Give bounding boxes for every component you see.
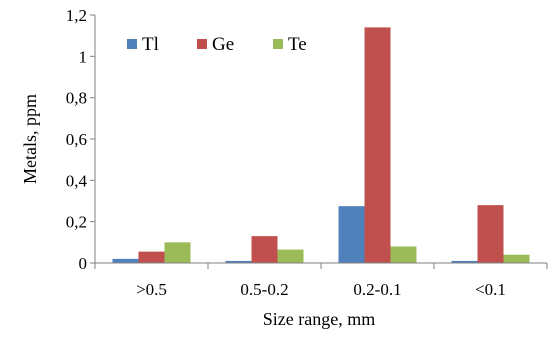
- legend-swatch-te: [273, 39, 283, 49]
- legend-label-te: Te: [288, 34, 307, 55]
- y-tick-label: 0: [79, 254, 88, 273]
- bar-te-1: [277, 249, 304, 263]
- bar-tl-2: [338, 206, 365, 263]
- x-axis-title: Size range, mm: [263, 309, 375, 329]
- bar-te-3: [503, 254, 530, 263]
- bars-layer: [112, 27, 530, 264]
- x-tick-label: <0.1: [475, 280, 506, 299]
- y-tick-label: 0,8: [66, 89, 87, 108]
- y-tick-label: 1,2: [66, 6, 87, 25]
- y-tick-label: 0,6: [66, 130, 87, 149]
- y-tick-label: 0,4: [66, 171, 88, 190]
- axes-layer: [90, 14, 548, 269]
- bar-ge-2: [364, 27, 391, 264]
- y-tick-label: 0,2: [66, 213, 87, 232]
- labels-layer: 0 0,2 0,4 0,6 0,8 1 1,2 >0.5 0.5-0.2 0.2-0.1 <0.1: [66, 6, 506, 299]
- bar-ge-0: [138, 251, 165, 263]
- y-tick-label: 1: [79, 47, 88, 66]
- legend-label-tl: Tl: [142, 34, 159, 55]
- y-axis-title: Metals, ppm: [20, 94, 40, 184]
- legend: Tl Ge Te: [127, 34, 307, 55]
- legend-swatch-ge: [197, 39, 207, 49]
- bar-tl-1: [225, 260, 252, 263]
- bar-ge-1: [251, 236, 278, 263]
- bar-te-0: [164, 242, 191, 263]
- bar-tl-0: [112, 258, 139, 263]
- bar-ge-3: [477, 205, 504, 263]
- legend-label-ge: Ge: [212, 34, 234, 55]
- x-tick-label: 0.2-0.1: [353, 280, 401, 299]
- bar-tl-3: [451, 260, 478, 263]
- x-tick-label: >0.5: [136, 280, 167, 299]
- bar-te-2: [390, 246, 417, 263]
- legend-swatch-tl: [127, 39, 137, 49]
- x-tick-label: 0.5-0.2: [240, 280, 288, 299]
